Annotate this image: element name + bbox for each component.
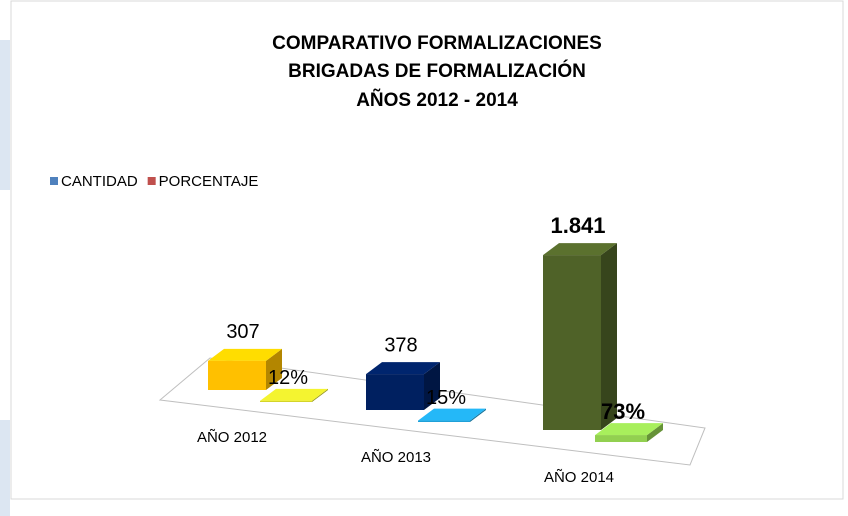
x-tick-label: AÑO 2013 [361,449,431,466]
bar-side [424,362,440,410]
bar-top [418,408,486,421]
bar-side [470,408,486,422]
value-label: 73% [601,399,645,424]
bar [543,255,601,430]
bar-top [595,423,663,436]
value-label: 15% [426,387,466,409]
bar [366,374,424,410]
bar [260,400,312,402]
bar [595,435,647,442]
bar-side [601,243,617,430]
value-label: 307 [226,321,259,343]
value-label: 378 [384,334,417,356]
bar-top [260,388,328,401]
bar-top [366,362,440,375]
chart-title: AÑOS 2012 - 2014 [356,89,518,111]
bar-top [543,243,617,256]
bar-top [208,348,282,361]
side-strip [0,40,10,190]
side-strip [0,420,10,516]
x-tick-label: AÑO 2012 [197,429,267,446]
x-tick-label: AÑO 2014 [544,469,614,486]
bar [208,360,266,390]
bar-side [312,388,328,402]
legend-label: PORCENTAJE [159,173,259,190]
legend-swatch [147,177,156,185]
legend-label: CANTIDAD [61,173,138,190]
chart-title: COMPARATIVO FORMALIZACIONES [272,33,602,54]
value-label: 12% [268,367,308,389]
chart-title: BRIGADAS DE FORMALIZACIÓN [288,60,586,82]
bar [418,420,470,422]
bar-side [647,423,663,442]
legend-swatch [50,177,58,185]
bar-side [266,348,282,390]
value-label: 1.841 [550,213,605,238]
